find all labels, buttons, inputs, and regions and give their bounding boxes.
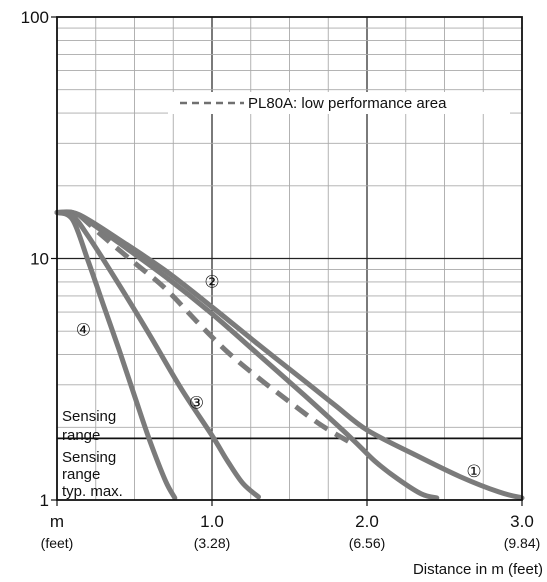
curve-4 [54,210,261,500]
series-number-label-3: ③ [189,393,204,412]
series-number-labels: ① ② ③ ④ [76,273,482,481]
legend-label: PL80A: low performance area [248,95,447,112]
y-tick-label: 1 [40,491,49,510]
legend-background [168,92,510,114]
x-tick-label: 3.0 [510,512,534,531]
x-tick-sublabel: (9.84) [504,535,541,551]
x-tick-labels: m (feet) 1.0 (3.28) 2.0 (6.56) 3.0 (9.84) [41,500,541,551]
x-tick-label: 2.0 [355,512,379,531]
series-number-label-4: ④ [76,321,91,340]
x-axis-label: Distance in m (feet) [413,561,543,578]
curve-5 [54,210,178,501]
curve-3 [78,214,353,446]
series-number-label-2: ② [204,273,219,292]
y-tick-label: 100 [21,8,49,27]
x-tick-label: m [50,512,64,531]
x-tick-label: 1.0 [200,512,224,531]
series-number-label-1: ① [466,462,481,481]
region-label-line-2: range [62,427,100,444]
y-tick-label: 10 [30,250,49,269]
x-tick-sublabel: (3.28) [194,535,231,551]
x-tick-sublabel: (feet) [41,535,74,551]
x-tick-sublabel: (6.56) [349,535,386,551]
region-label-line-1: Sensing [62,408,116,425]
region-label-line-5: typ. max. [62,483,123,500]
y-tick-labels: 100 10 1 [21,8,57,510]
region-label-line-4: range [62,466,100,483]
curves [54,209,525,501]
region-label-line-3: Sensing [62,449,116,466]
